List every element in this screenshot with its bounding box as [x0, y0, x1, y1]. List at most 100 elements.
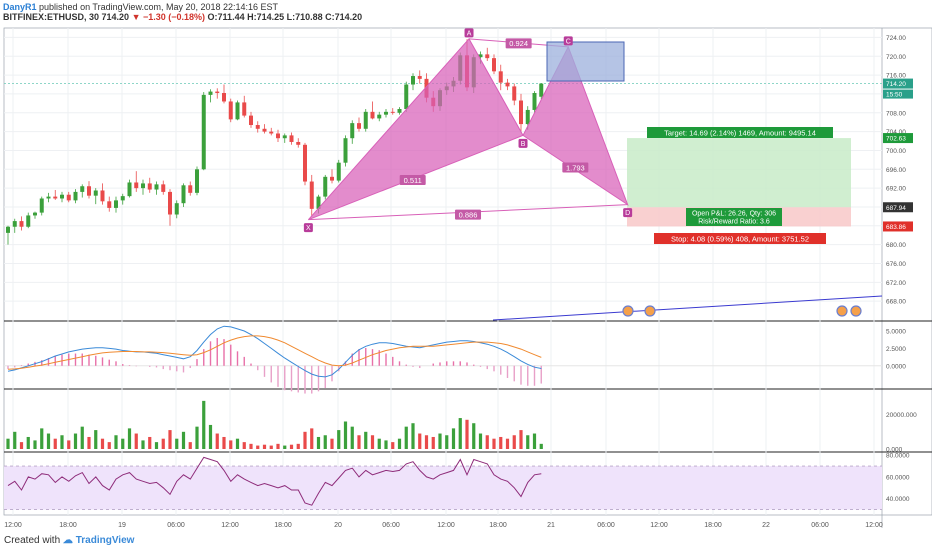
candle — [249, 111, 253, 128]
candle — [384, 109, 388, 118]
volume-bar — [40, 428, 44, 449]
author-name[interactable]: DanyR1 — [3, 2, 37, 12]
signal-line — [7, 335, 542, 370]
candle-body — [309, 181, 314, 209]
candle — [390, 108, 395, 115]
pnl-label-bg — [686, 208, 782, 226]
time-tick-label: 06:00 — [597, 522, 615, 529]
volume-bar — [6, 438, 10, 449]
risk-reward-label: Risk/Reward Ratio: 3.6 — [698, 219, 770, 226]
candle-body — [174, 203, 179, 215]
time-tick-label: 12:00 — [650, 522, 668, 529]
volume-bar — [100, 438, 105, 449]
candle — [195, 166, 199, 196]
candle-body — [255, 125, 260, 129]
volume-bar — [526, 435, 530, 449]
last-price-tag-bg — [883, 78, 913, 89]
candle — [370, 101, 375, 120]
volume-bar — [391, 442, 395, 449]
price-tick-label: 672.00 — [886, 280, 906, 287]
candle-body — [330, 176, 334, 181]
volume-bar — [316, 436, 321, 449]
tradingview-brand[interactable]: TradingView — [75, 535, 135, 546]
volume-bar — [289, 444, 294, 449]
ratio-label: 1.793 — [566, 163, 585, 172]
candle — [336, 159, 341, 183]
candle — [519, 93, 523, 133]
candle — [73, 189, 78, 204]
candle-body — [276, 133, 280, 139]
candle-body — [12, 221, 17, 227]
volume-bar — [451, 428, 456, 449]
candle — [107, 196, 112, 212]
candle — [289, 132, 294, 145]
candle — [80, 184, 85, 198]
candle — [397, 107, 402, 115]
time-tick-label: 06:00 — [167, 522, 185, 529]
target-price-tag: 702.63 — [886, 136, 906, 143]
volume-bar — [188, 442, 192, 449]
symbol-name[interactable]: BITFINEX:ETHUSD, 30 — [3, 12, 100, 22]
candle — [147, 177, 152, 193]
rsi-line — [7, 456, 542, 506]
pattern-point-label: B — [521, 141, 526, 148]
price-tick-label: 680.00 — [886, 242, 906, 249]
candle-body — [492, 58, 496, 72]
target-label: Target: 14.69 (2.14%) 1469, Amount: 9495… — [664, 128, 816, 137]
candle-body — [350, 123, 355, 139]
volume-bar — [33, 440, 37, 449]
pattern-point-marker — [518, 138, 528, 148]
candle-body — [404, 84, 409, 110]
candle-body — [80, 186, 85, 192]
candle-body — [532, 92, 537, 110]
chart-frame — [3, 27, 932, 516]
volume-bar — [195, 426, 199, 449]
volume-bar — [505, 438, 510, 449]
candle-body — [39, 198, 44, 213]
candle-body — [154, 184, 159, 190]
ratio-label: 0.924 — [509, 39, 528, 48]
candle — [323, 174, 328, 200]
volume-bar — [229, 440, 233, 449]
price-tick-label: 704.00 — [886, 129, 906, 136]
volume-bar — [256, 445, 260, 449]
candle — [188, 181, 193, 196]
candle — [505, 78, 510, 91]
volume-bar — [215, 433, 219, 449]
candle — [93, 188, 98, 205]
candle — [53, 190, 58, 200]
volume-bar — [424, 435, 429, 449]
candle-body — [282, 135, 287, 139]
event-marker-icon — [622, 305, 634, 317]
candle — [100, 183, 105, 205]
pattern-point-marker — [303, 223, 313, 233]
price-tick-label: 676.00 — [886, 261, 906, 268]
candle-body — [242, 102, 247, 116]
candle — [6, 225, 10, 245]
candle — [282, 133, 287, 143]
candle-body — [478, 54, 483, 58]
candle — [532, 91, 537, 113]
volume-bar — [418, 433, 422, 449]
time-tick-label: 06:00 — [811, 522, 829, 529]
countdown-tag-bg — [883, 89, 913, 99]
price-tick-label: 724.00 — [886, 35, 906, 42]
rsi-tick-label: 40.0000 — [886, 496, 910, 503]
candle-body — [269, 131, 274, 134]
candle — [181, 183, 186, 207]
candle-body — [208, 91, 213, 95]
volume-bar — [141, 440, 145, 449]
price-tick-label: 668.00 — [886, 299, 906, 306]
candle — [174, 200, 179, 219]
candle-body — [363, 111, 368, 129]
time-tick-label: 18:00 — [274, 522, 292, 529]
symbol-line: BITFINEX:ETHUSD, 30 714.20 ▼ −1.30 (−0.1… — [3, 12, 362, 22]
candle-body — [195, 169, 199, 193]
candle-body — [60, 194, 64, 199]
candle — [242, 95, 247, 118]
candle-body — [519, 100, 523, 125]
volume-bar — [485, 435, 489, 449]
tradingview-logo-icon: ☁ — [62, 535, 73, 546]
volume-bar — [465, 419, 469, 449]
